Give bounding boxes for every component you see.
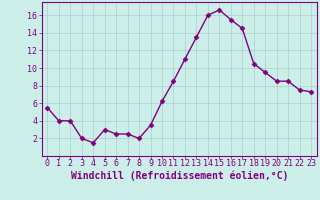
X-axis label: Windchill (Refroidissement éolien,°C): Windchill (Refroidissement éolien,°C) xyxy=(70,171,288,181)
